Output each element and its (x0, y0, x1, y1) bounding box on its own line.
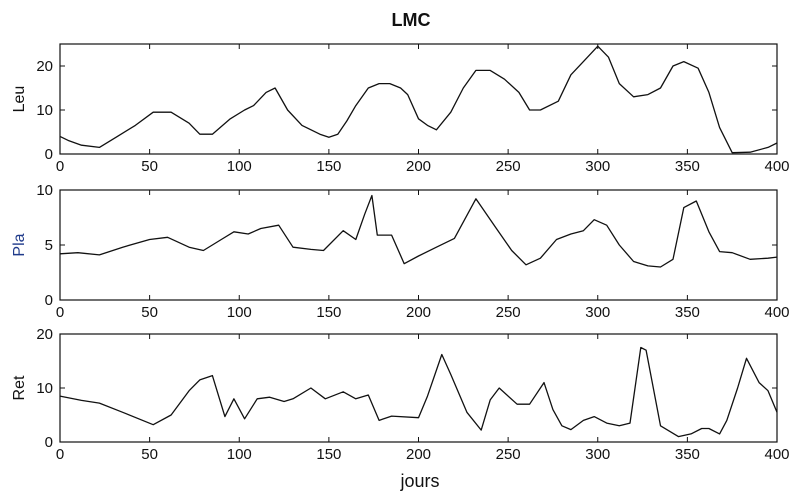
x-axis-label: jours (399, 471, 439, 491)
x-tick-label: 400 (764, 446, 789, 463)
x-tick-label: 200 (406, 304, 431, 321)
x-tick-label: 50 (141, 446, 158, 463)
x-tick-label: 150 (316, 304, 341, 321)
x-tick-label: 150 (316, 446, 341, 463)
x-tick-label: 0 (56, 304, 64, 321)
series-line-leu (59, 45, 778, 154)
x-tick-label: 350 (675, 158, 700, 175)
x-tick-label: 300 (585, 304, 610, 321)
x-tick-label: 400 (764, 304, 789, 321)
y-axis-label: Ret (11, 375, 28, 400)
y-tick-label: 0 (45, 434, 53, 451)
series-line-pla (59, 194, 778, 268)
y-tick-label: 0 (45, 292, 53, 309)
chart-title: LMC (392, 10, 431, 30)
x-tick-label: 50 (141, 158, 158, 175)
x-tick-label: 200 (406, 446, 431, 463)
x-tick-label: 50 (141, 304, 158, 321)
y-tick-label: 20 (36, 326, 53, 343)
y-tick-label: 20 (36, 58, 53, 75)
panel-pla: 0 50 100 150 200 250 300 350 400 0 5 10 Pla (11, 182, 790, 321)
plot-frame (59, 43, 778, 155)
x-tick-label: 300 (585, 446, 610, 463)
series-line-ret (59, 346, 778, 438)
x-tick-label: 0 (56, 158, 64, 175)
x-tick-label: 250 (496, 158, 521, 175)
y-axis-label: Leu (11, 86, 28, 113)
y-tick-label: 10 (36, 182, 53, 199)
x-tick-label: 300 (585, 158, 610, 175)
x-tick-label: 350 (675, 304, 700, 321)
x-tick-label: 100 (227, 158, 252, 175)
y-axis-label: Pla (11, 233, 28, 256)
x-tick-label: 0 (56, 446, 64, 463)
y-tick-label: 10 (36, 102, 53, 119)
plot-frame (59, 333, 778, 443)
x-tick-label: 100 (227, 304, 252, 321)
plot-frame (59, 189, 778, 301)
panel-leu: 0 50 100 150 200 250 300 350 400 0 10 20 Leu (11, 43, 790, 175)
y-tick-label: 0 (45, 146, 53, 163)
y-tick-label: 10 (36, 380, 53, 397)
x-tick-label: 100 (227, 446, 252, 463)
x-tick-label: 150 (316, 158, 341, 175)
x-tick-label: 350 (675, 446, 700, 463)
panel-ret: 0 50 100 150 200 250 300 350 400 0 10 20 Ret (11, 326, 790, 463)
x-tick-label: 250 (496, 446, 521, 463)
x-tick-label: 200 (406, 158, 431, 175)
x-tick-label: 250 (496, 304, 521, 321)
y-tick-label: 5 (45, 237, 53, 254)
x-tick-label: 400 (764, 158, 789, 175)
